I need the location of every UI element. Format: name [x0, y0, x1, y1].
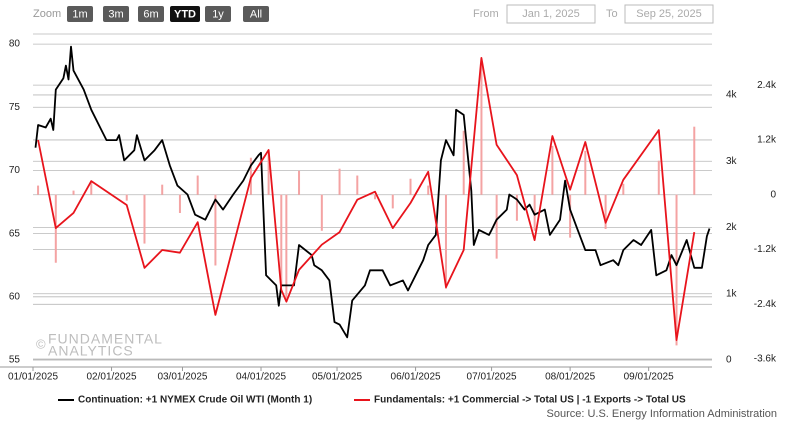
zoom-label: Zoom	[33, 8, 61, 20]
zoom-button[interactable]	[243, 6, 269, 22]
zoom-button[interactable]	[138, 6, 164, 22]
y-tick-label: 75	[9, 102, 21, 113]
zoom-button-label: 6m	[143, 8, 158, 20]
legend-label: Continuation: +1 NYMEX Crude Oil WTI (Mo…	[78, 395, 312, 406]
bar	[374, 194, 377, 200]
bar	[569, 194, 572, 238]
y2-tick-label: 4k	[726, 90, 738, 101]
y2-tick-label: 3k	[726, 156, 738, 167]
bar	[462, 130, 465, 195]
zoom-button[interactable]	[103, 6, 129, 22]
source: Source: U.S. Energy Information Administ…	[547, 408, 778, 420]
x-tick-label: 08/01/2025	[545, 372, 595, 383]
y2-tick-label: 0	[726, 355, 732, 366]
bar	[657, 160, 660, 195]
bar	[37, 185, 40, 195]
legend-label: Fundamentals: +1 Commercial -> Total US …	[374, 395, 686, 406]
bar	[495, 194, 498, 259]
bar	[515, 194, 518, 221]
bar	[143, 194, 146, 244]
y3-tick-label: 0	[770, 189, 776, 200]
bar	[391, 194, 394, 209]
to-label: To	[606, 8, 618, 20]
to-value: Sep 25, 2025	[636, 8, 701, 20]
bar	[622, 183, 625, 195]
y3-tick-label: -1.2k	[754, 244, 777, 255]
bar	[125, 194, 128, 201]
from-label: From	[473, 8, 499, 20]
y3-tick-label: 2.4k	[757, 80, 777, 91]
to-input[interactable]	[624, 4, 714, 24]
x-tick-label: 09/01/2025	[624, 372, 674, 383]
y-tick-label: 60	[9, 291, 21, 302]
x-tick-label: 04/01/2025	[236, 372, 286, 383]
bar	[320, 194, 323, 231]
bar	[693, 126, 696, 195]
from-value: Jan 1, 2025	[522, 8, 580, 20]
bar	[285, 194, 288, 301]
y-tick-label: 55	[9, 355, 21, 366]
zoom-button[interactable]	[67, 6, 93, 22]
watermark: © FUNDAMENTAL ANALYTICS	[36, 331, 163, 359]
bar	[551, 145, 554, 195]
x-tick-label: 03/01/2025	[157, 372, 207, 383]
bar	[214, 194, 217, 266]
line	[34, 45, 711, 339]
y2-tick-label: 2k	[726, 222, 738, 233]
watermark-line: FUNDAMENTAL	[48, 331, 163, 347]
zoom-button-label: 1y	[212, 8, 224, 20]
bar	[178, 194, 181, 213]
bar	[480, 64, 483, 195]
y-tick-label: 80	[9, 39, 21, 50]
zoom-button-label: 1m	[72, 8, 87, 20]
x-tick-label: 06/01/2025	[391, 372, 441, 383]
bar	[90, 181, 93, 195]
y2-tick-label: 1k	[726, 288, 738, 299]
bar	[427, 185, 430, 195]
bar	[444, 194, 447, 289]
bar	[298, 170, 301, 195]
y-tick-label: 70	[9, 165, 21, 176]
zoom-button[interactable]	[170, 6, 200, 22]
bar	[675, 194, 678, 346]
watermark-symbol: ©	[36, 336, 46, 351]
x-tick-label: 05/01/2025	[312, 372, 362, 383]
x-tick-label: 02/01/2025	[87, 372, 137, 383]
line	[37, 57, 696, 341]
bar	[584, 150, 587, 195]
y3-tick-label: 1.2k	[757, 135, 777, 146]
zoom-button-label: All	[250, 8, 262, 20]
x-tick-label: 07/01/2025	[467, 372, 517, 383]
bar	[72, 190, 75, 195]
watermark-line: ANALYTICS	[48, 343, 134, 359]
y-tick-label: 65	[9, 228, 21, 239]
bar	[196, 175, 199, 195]
from-input[interactable]	[506, 4, 596, 24]
bar	[356, 175, 359, 195]
y3-tick-label: -3.6k	[754, 354, 777, 365]
bar	[604, 194, 607, 229]
y3-tick-label: -2.4k	[754, 299, 777, 310]
x-tick-label: 01/01/2025	[8, 372, 58, 383]
bar	[533, 194, 536, 231]
zoom-button-label: YTD	[174, 8, 196, 20]
bar	[280, 194, 283, 287]
bar	[338, 168, 341, 195]
zoom-button-label: 3m	[108, 8, 123, 20]
bar	[409, 178, 412, 195]
zoom-button[interactable]	[205, 6, 231, 22]
bar	[267, 153, 270, 195]
bar	[161, 184, 164, 195]
